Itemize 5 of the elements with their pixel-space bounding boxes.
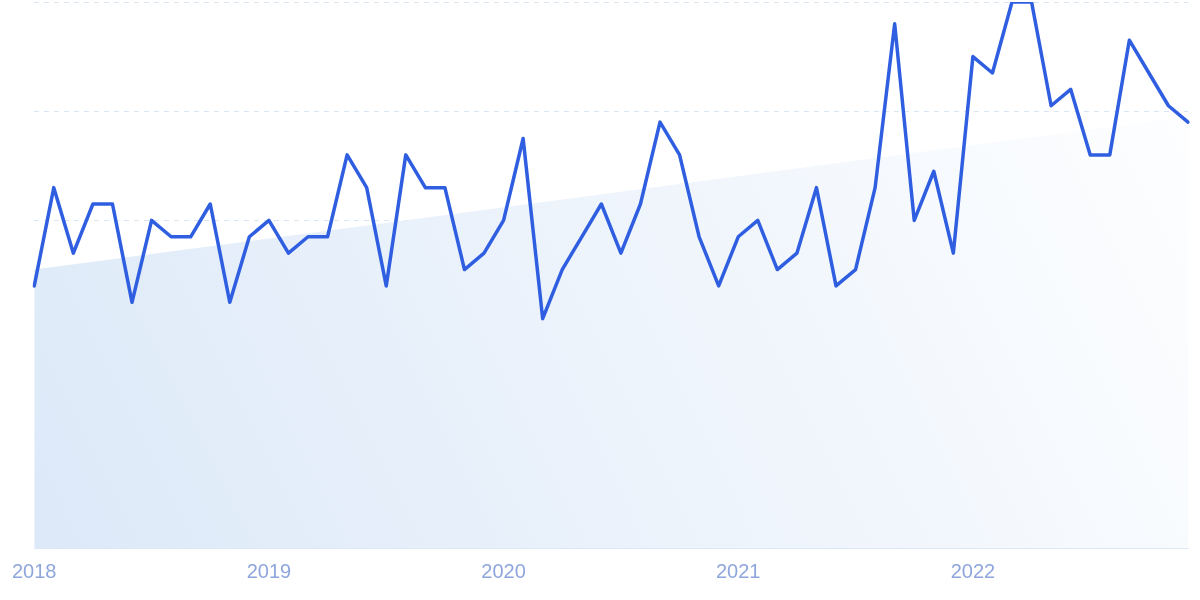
x-tick-label: 2022 <box>950 559 996 582</box>
x-tick-label: 2020 <box>481 559 526 582</box>
x-tick-label: 2019 <box>246 559 292 582</box>
x-tick-label: 2021 <box>715 559 761 582</box>
x-tick-label: 2018 <box>12 559 57 582</box>
